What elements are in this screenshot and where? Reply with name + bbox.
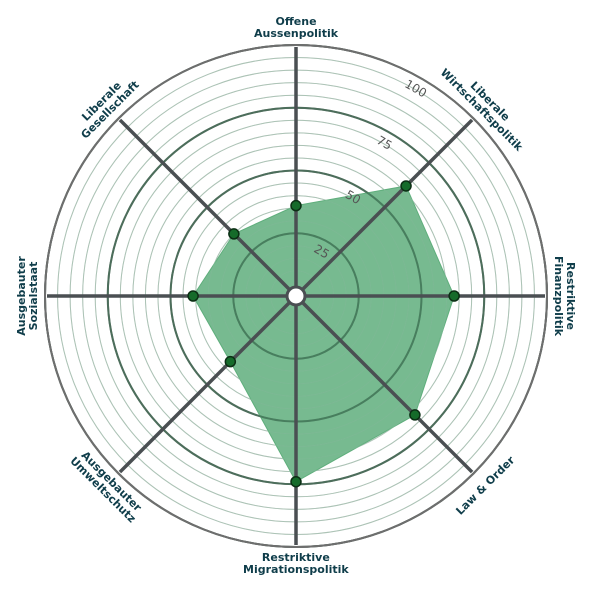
outer-ring	[44, 44, 548, 548]
axis-label: Offene Aussenpolitik	[254, 15, 339, 40]
tick-label: 25	[312, 242, 332, 262]
center-point	[285, 285, 307, 307]
data-point	[228, 228, 240, 240]
data-point	[224, 355, 237, 368]
axis-spoke	[294, 294, 474, 474]
axis-spoke	[118, 294, 298, 474]
data-point	[400, 180, 412, 192]
axis-label: Ausgebauter Sozialstaat	[14, 256, 40, 336]
data-point	[290, 199, 302, 212]
axis-label: Restriktive Migrationspolitik	[243, 551, 349, 576]
data-point	[409, 409, 421, 421]
tick-label: 75	[374, 133, 394, 153]
data-point	[187, 290, 199, 302]
data-point	[448, 290, 460, 302]
tick-label: 50	[343, 187, 363, 207]
axis-label: Restriktive Finanzpolitik	[552, 255, 578, 337]
axis-spoke	[118, 118, 298, 298]
axis-spoke	[294, 118, 474, 298]
data-point	[290, 475, 302, 488]
